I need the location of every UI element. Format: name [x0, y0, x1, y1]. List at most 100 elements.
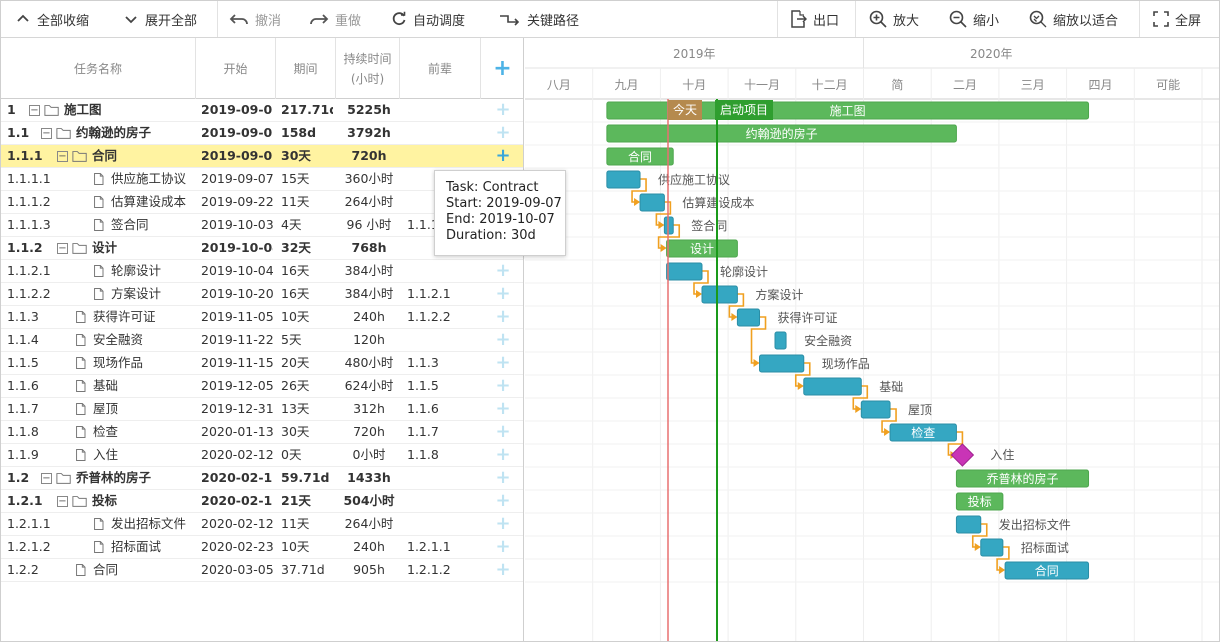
- add-subtask-button[interactable]: +: [495, 398, 511, 419]
- add-subtask-button[interactable]: +: [495, 559, 511, 580]
- task-bar[interactable]: [639, 193, 665, 212]
- task-name-cell[interactable]: 发出招标文件: [91, 513, 186, 535]
- collapse-toggle-icon[interactable]: −: [29, 104, 40, 116]
- dependency-link[interactable]: [996, 546, 1010, 571]
- task-row[interactable]: 1.1.4 安全融资 2019-11-22 5天 120h +: [1, 329, 523, 352]
- task-name-cell[interactable]: 签合同: [91, 214, 149, 236]
- add-subtask-button[interactable]: +: [495, 444, 511, 465]
- task-name-cell[interactable]: − 设计: [57, 237, 117, 259]
- collapse-all-button[interactable]: 全部收缩: [15, 1, 89, 37]
- task-row[interactable]: 1.2.1 − 投标 2020-02-12 21天 504小时 +: [1, 490, 523, 513]
- add-subtask-button[interactable]: +: [495, 99, 511, 120]
- add-subtask-button[interactable]: +: [495, 467, 511, 488]
- task-row[interactable]: 1.1.2.1 轮廓设计 2019-10-04 16天 384小时 +: [1, 260, 523, 283]
- task-row[interactable]: 1.1.8 检查 2020-01-13 30天 720h 1.1.7 +: [1, 421, 523, 444]
- dependency-link[interactable]: [971, 523, 988, 548]
- zoom-fit-button[interactable]: 缩放以适合: [1029, 1, 1118, 37]
- add-subtask-button[interactable]: +: [495, 536, 511, 557]
- export-button[interactable]: 出口: [789, 1, 839, 37]
- collapse-toggle-icon[interactable]: −: [57, 495, 68, 507]
- add-subtask-button[interactable]: +: [495, 283, 511, 304]
- milestone-diamond[interactable]: [950, 443, 975, 467]
- task-name-cell[interactable]: 基础: [73, 375, 118, 397]
- summary-bar[interactable]: [955, 492, 1004, 511]
- task-bar[interactable]: [736, 308, 761, 327]
- task-bar[interactable]: [860, 400, 891, 419]
- task-row[interactable]: 1.1.9 入住 2020-02-12 0天 0小时 1.1.8 +: [1, 444, 523, 467]
- auto-schedule-button[interactable]: 自动调度: [391, 1, 465, 37]
- critical-path-button[interactable]: 关键路径: [499, 1, 579, 37]
- task-bar[interactable]: [666, 262, 703, 281]
- task-row[interactable]: 1.2.2 合同 2020-03-05 37.71d 905h 1.2.1.2 +: [1, 559, 523, 582]
- collapse-toggle-icon[interactable]: −: [57, 242, 68, 254]
- summary-bar[interactable]: [606, 147, 674, 166]
- task-bar[interactable]: [663, 216, 674, 235]
- task-name-cell[interactable]: 估算建设成本: [91, 191, 186, 213]
- task-name-cell[interactable]: − 投标: [57, 490, 117, 512]
- task-name-cell[interactable]: − 施工图: [29, 99, 102, 121]
- task-bar[interactable]: [701, 285, 738, 304]
- task-row[interactable]: 1.1− 约翰逊的房子 2019-09-07 158d 3792h +: [1, 122, 523, 145]
- task-row[interactable]: 1.2.1.1 发出招标文件 2020-02-12 11天 264小时 +: [1, 513, 523, 536]
- summary-bar[interactable]: [666, 239, 738, 258]
- add-subtask-button[interactable]: +: [495, 421, 511, 442]
- add-subtask-button[interactable]: +: [495, 145, 511, 166]
- task-row[interactable]: 1.1.3 获得许可证 2019-11-05 10天 240h 1.1.2.2 +: [1, 306, 523, 329]
- task-name-cell[interactable]: − 约翰逊的房子: [41, 122, 151, 144]
- column-header-predecessor[interactable]: 前辈: [400, 38, 481, 99]
- task-name-cell[interactable]: 安全融资: [73, 329, 143, 351]
- task-name-cell[interactable]: 入住: [73, 444, 118, 466]
- undo-button[interactable]: 撤消: [229, 1, 281, 37]
- fullscreen-button[interactable]: 全屏: [1153, 1, 1201, 37]
- dependency-link[interactable]: [750, 316, 767, 364]
- task-bar[interactable]: [955, 515, 982, 534]
- zoom-in-button[interactable]: 放大: [869, 1, 919, 37]
- dependency-link[interactable]: [693, 270, 709, 295]
- task-bar[interactable]: [759, 354, 805, 373]
- task-row[interactable]: 1.2.1.2 招标面试 2020-02-23 10天 240h 1.2.1.1 +: [1, 536, 523, 559]
- zoom-out-button[interactable]: 缩小: [949, 1, 999, 37]
- dependency-link[interactable]: [794, 362, 811, 387]
- summary-bar[interactable]: [606, 124, 957, 143]
- task-name-cell[interactable]: 检查: [73, 421, 118, 443]
- redo-button[interactable]: 重做: [309, 1, 361, 37]
- dependency-link[interactable]: [728, 293, 745, 318]
- collapse-toggle-icon[interactable]: −: [41, 127, 52, 139]
- task-row[interactable]: 1.1.1 − 合同 2019-09-07 30天 720h +: [1, 145, 523, 168]
- column-header-duration[interactable]: 持续时间 (小时): [336, 38, 400, 99]
- add-subtask-button[interactable]: +: [495, 260, 511, 281]
- task-name-cell[interactable]: 现场作品: [73, 352, 143, 374]
- task-name-cell[interactable]: 轮廓设计: [91, 260, 161, 282]
- task-name-cell[interactable]: 供应施工协议: [91, 168, 186, 190]
- add-subtask-button[interactable]: +: [495, 306, 511, 327]
- task-row[interactable]: 1 − 施工图 2019-09-07 217.71d 5225h +: [1, 99, 523, 122]
- task-name-cell[interactable]: − 合同: [57, 145, 117, 167]
- collapse-toggle-icon[interactable]: −: [57, 150, 68, 162]
- task-name-cell[interactable]: 方案设计: [91, 283, 161, 305]
- column-header-name[interactable]: 任务名称: [1, 38, 196, 99]
- task-bar[interactable]: [774, 331, 787, 350]
- task-row[interactable]: 1.2− 乔普林的房子 2020-02-12 59.71d 1433h +: [1, 467, 523, 490]
- task-row[interactable]: 1.1.7 屋顶 2019-12-31 13天 312h 1.1.6 +: [1, 398, 523, 421]
- add-subtask-button[interactable]: +: [495, 490, 511, 511]
- dependency-link[interactable]: [881, 408, 897, 433]
- add-subtask-button[interactable]: +: [495, 122, 511, 143]
- task-row[interactable]: 1.1.6 基础 2019-12-05 26天 624小时 1.1.5 +: [1, 375, 523, 398]
- expand-all-button[interactable]: 展开全部: [123, 1, 197, 37]
- task-bar[interactable]: [803, 377, 862, 396]
- dependency-link[interactable]: [657, 224, 681, 249]
- task-bar[interactable]: [980, 538, 1004, 557]
- task-name-cell[interactable]: − 乔普林的房子: [41, 467, 151, 489]
- dependency-link[interactable]: [631, 178, 647, 203]
- summary-bar[interactable]: [955, 469, 1090, 488]
- task-row[interactable]: 1.1.2.2 方案设计 2019-10-20 16天 384小时 1.1.2.1 +: [1, 283, 523, 306]
- task-name-cell[interactable]: 获得许可证: [73, 306, 156, 328]
- column-header-start[interactable]: 开始: [196, 38, 276, 99]
- task-bar[interactable]: [889, 423, 957, 442]
- dependency-link[interactable]: [655, 201, 672, 226]
- task-bar[interactable]: [606, 170, 641, 189]
- task-name-cell[interactable]: 合同: [73, 559, 118, 581]
